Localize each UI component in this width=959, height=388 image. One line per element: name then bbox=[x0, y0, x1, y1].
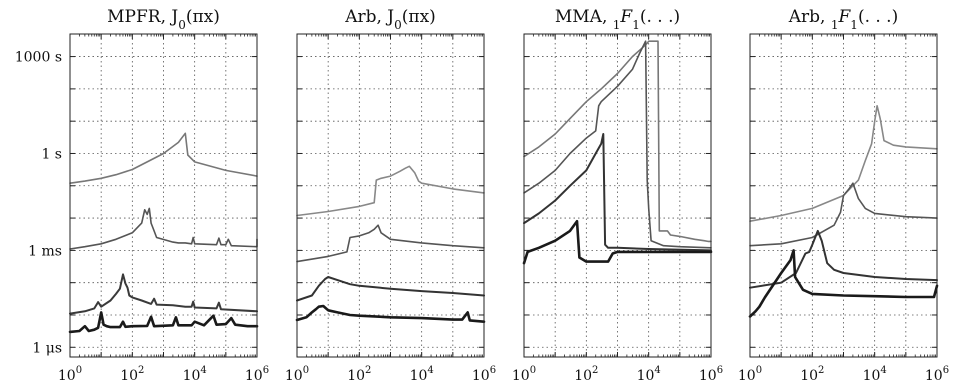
x-tick-label: 100 bbox=[738, 365, 762, 384]
series-line-3 bbox=[296, 276, 485, 302]
y-tick-label: 1 ms bbox=[28, 243, 62, 259]
series-line-3 bbox=[523, 133, 712, 252]
x-tick-label: 102 bbox=[800, 365, 824, 384]
series-line-4 bbox=[295, 304, 486, 323]
series-line-2 bbox=[296, 224, 485, 263]
x-tick-label: 104 bbox=[183, 365, 207, 384]
x-tick-label: 106 bbox=[925, 365, 949, 384]
x-tick-label: 100 bbox=[285, 365, 309, 384]
grid bbox=[70, 34, 257, 357]
x-tick-label: 102 bbox=[120, 365, 144, 384]
panel-title: Arb, 1F1(. . .) bbox=[788, 7, 898, 32]
series-line-1 bbox=[749, 105, 938, 222]
series-line-1 bbox=[69, 132, 258, 184]
panel-2: Arb, J0(πx) 100 102 104 106 bbox=[285, 7, 496, 384]
y-tick-label: 1 s bbox=[41, 146, 62, 162]
series-line-2 bbox=[523, 40, 712, 249]
x-tick-label: 102 bbox=[574, 365, 598, 384]
panel-title: MPFR, J0(πx) bbox=[107, 7, 220, 32]
series-line-2 bbox=[749, 182, 938, 247]
panel-3: MMA, 1F1(. . .) 100 102 104 106 bbox=[512, 7, 723, 384]
series-line-4 bbox=[522, 219, 713, 265]
y-tick-label: 1000 s bbox=[15, 50, 62, 66]
series-line-4 bbox=[68, 311, 259, 334]
x-tick-label: 104 bbox=[637, 365, 661, 384]
x-tick-label: 106 bbox=[245, 365, 269, 384]
x-tick-label: 100 bbox=[58, 365, 82, 384]
series-line-1 bbox=[296, 165, 485, 217]
plot-frame bbox=[523, 33, 712, 358]
plot-frame bbox=[69, 33, 258, 358]
grid bbox=[524, 34, 711, 357]
panel-title: Arb, J0(πx) bbox=[344, 7, 436, 32]
x-tick-label: 106 bbox=[699, 365, 723, 384]
series-line-1 bbox=[523, 40, 712, 243]
plot-frame bbox=[296, 33, 485, 358]
panel-title: MMA, 1F1(. . .) bbox=[555, 7, 680, 32]
plot-frame bbox=[749, 33, 938, 358]
y-tick-label: 1 μs bbox=[32, 340, 62, 356]
x-tick-label: 104 bbox=[863, 365, 887, 384]
x-tick-label: 102 bbox=[347, 365, 371, 384]
series-line-2 bbox=[69, 207, 258, 250]
x-tick-label: 100 bbox=[512, 365, 536, 384]
x-tick-label: 106 bbox=[472, 365, 496, 384]
series-line-3 bbox=[69, 273, 258, 315]
panel-4: Arb, 1F1(. . .) 100 102 104 106 bbox=[738, 7, 949, 384]
panel-1: MPFR, J0(πx) 100 102 104 106 1000 s 1 s 1 ms 1 μ… bbox=[15, 7, 269, 384]
series-line-3 bbox=[749, 229, 938, 289]
series-line-4 bbox=[748, 249, 939, 318]
x-tick-label: 104 bbox=[410, 365, 434, 384]
